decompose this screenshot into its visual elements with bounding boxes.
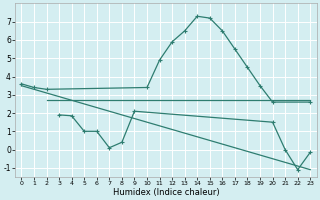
X-axis label: Humidex (Indice chaleur): Humidex (Indice chaleur): [113, 188, 219, 197]
